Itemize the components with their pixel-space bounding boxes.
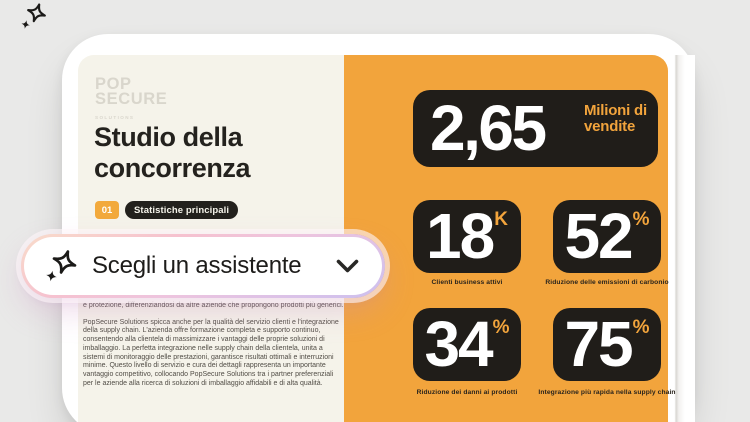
stat-card-hero: 2,65 Milioni di vendite	[413, 90, 658, 167]
stat-suffix: %	[492, 317, 510, 338]
assistant-picker-label: Scegli un assistente	[92, 252, 302, 279]
slide-page: POP SECURE SOLUTIONS Studio della concor…	[78, 55, 676, 422]
stat-value: 75	[564, 308, 633, 380]
stat-card: 18 K	[413, 200, 521, 273]
stat-card: 52 %	[553, 200, 661, 273]
body-paragraph: e protezione, differenziandosi da altre …	[83, 302, 344, 309]
stat-suffix: %	[632, 209, 650, 230]
stat-suffix: K	[494, 209, 508, 230]
stat-label: Milioni di vendite	[584, 102, 647, 135]
stat-caption: Riduzione delle emissioni di carbonio	[545, 279, 669, 286]
chevron-down-icon	[335, 258, 360, 274]
stat-card: 75 %	[553, 308, 661, 381]
section-number-badge: 01	[95, 201, 119, 219]
stat-value: 18	[426, 200, 495, 272]
page-title: Studio della concorrenza	[94, 122, 251, 183]
stat-card: 34 %	[413, 308, 521, 381]
stat-caption: Integrazione più rapida nella supply cha…	[538, 389, 676, 396]
body-text: e protezione, differenziandosi da altre …	[83, 302, 344, 396]
brand-logo-line1: POP	[95, 75, 132, 93]
assistant-picker: Scegli un assistente	[21, 234, 385, 298]
stat-value: 2,65	[430, 92, 547, 164]
body-paragraph: PopSecure Solutions spicca anche per la …	[83, 318, 339, 387]
assistant-picker-button[interactable]: Scegli un assistente	[24, 237, 382, 295]
page-stack-edge	[668, 55, 695, 422]
document-preview-frame: POP SECURE SOLUTIONS Studio della concor…	[62, 34, 695, 422]
sparkle-cursor-icon	[19, 2, 49, 32]
stat-value: 34	[424, 308, 493, 380]
section-badge-row: 01 Statistiche principali	[95, 201, 239, 219]
brand-logo-line2: SECURE	[95, 90, 168, 108]
stat-suffix: %	[632, 317, 650, 338]
sparkle-icon	[43, 248, 79, 284]
brand-logo: POP SECURE SOLUTIONS	[95, 75, 168, 125]
stat-caption: Clienti business attivi	[431, 279, 503, 286]
brand-logo-subtitle: SOLUTIONS	[95, 115, 135, 120]
stat-caption: Riduzione dei danni ai prodotti	[416, 389, 518, 396]
section-label-pill: Statistiche principali	[125, 201, 239, 219]
stat-value: 52	[564, 200, 633, 272]
